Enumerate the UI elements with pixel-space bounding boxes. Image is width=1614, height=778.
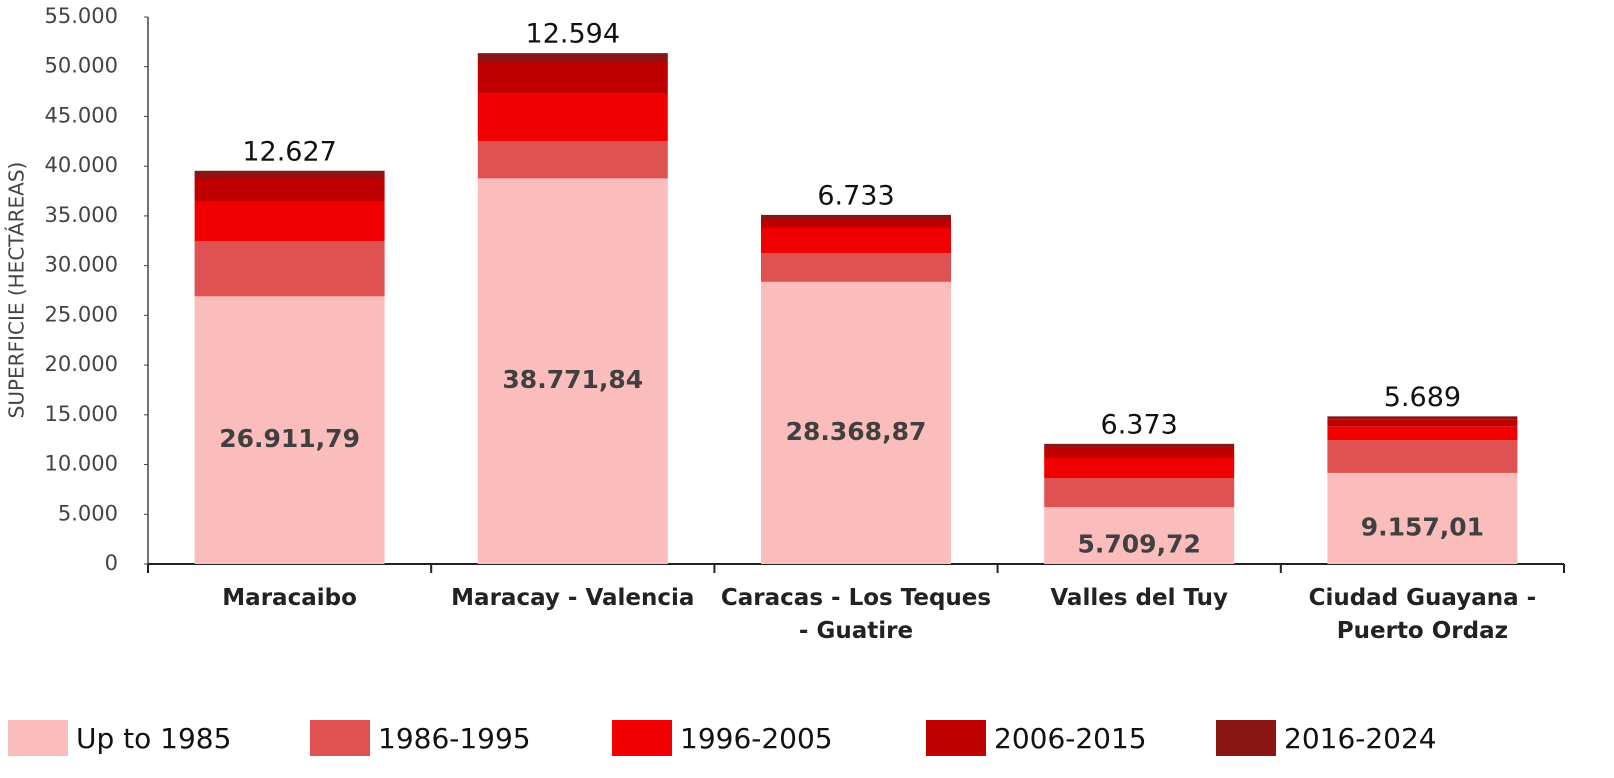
y-tick-label: 45.000 — [45, 103, 118, 127]
value-label: 26.911,79 — [219, 424, 360, 453]
y-tick-label: 30.000 — [45, 253, 118, 277]
bar-segment — [1044, 446, 1235, 458]
y-tick-label: 10.000 — [45, 452, 118, 476]
bar-segment — [194, 170, 385, 178]
bar-segment — [194, 240, 385, 297]
bar-segment — [1044, 478, 1235, 508]
y-tick-label: 20.000 — [45, 352, 118, 376]
legend-swatch — [8, 720, 68, 756]
y-tick-label: 40.000 — [45, 153, 118, 177]
bar-segment — [477, 92, 668, 141]
bar-segment — [194, 296, 385, 564]
bar-segment — [1044, 443, 1235, 447]
x-tick-label: Maracaibo — [222, 585, 357, 611]
bar-segment — [477, 178, 668, 564]
bar-segment — [1327, 439, 1518, 473]
legend-item: Up to 1985 — [8, 720, 231, 756]
legend-item: 1996-2005 — [612, 720, 833, 756]
bar-segment — [1044, 507, 1235, 564]
legend-swatch — [1216, 720, 1276, 756]
y-tick-label: 50.000 — [45, 54, 118, 78]
value-label: 5.709,72 — [1078, 530, 1201, 559]
bar-segment — [761, 227, 951, 253]
y-tick-label: 0 — [105, 551, 118, 575]
bar-segment — [761, 281, 951, 564]
x-tick-label: Valles del Tuy — [1050, 585, 1228, 611]
y-tick-label: 15.000 — [45, 402, 118, 426]
legend-label: 1996-2005 — [680, 721, 833, 755]
value-label: 9.157,01 — [1361, 512, 1484, 541]
bar-segment — [1327, 419, 1518, 427]
legend-swatch — [310, 720, 370, 756]
bar-segment — [1327, 416, 1518, 420]
legend-item: 2016-2024 — [1216, 720, 1437, 756]
value-label: 38.771,84 — [502, 365, 643, 394]
legend-item: 2006-2015 — [926, 720, 1147, 756]
total-label: 6.373 — [1101, 409, 1178, 440]
total-label: 12.594 — [526, 19, 620, 50]
bar-segment — [477, 140, 668, 179]
bar-segment — [1327, 426, 1518, 440]
legend-item: 1986-1995 — [310, 720, 531, 756]
total-label: 12.627 — [242, 136, 336, 167]
y-tick-label: 25.000 — [45, 302, 118, 326]
bar-segment — [194, 177, 385, 201]
legend-label: Up to 1985 — [76, 721, 232, 755]
x-tick-label: Ciudad Guayana - Puerto Ordaz — [1308, 585, 1537, 644]
bar-segment — [1044, 457, 1235, 479]
legend-label: 2016-2024 — [1284, 721, 1437, 755]
bar-segment — [761, 219, 951, 228]
y-tick-label: 5.000 — [58, 501, 118, 525]
y-tick-label: 55.000 — [45, 4, 118, 28]
x-tick-label: Caracas - Los Teques - Guatire — [720, 585, 992, 644]
bar-segment — [761, 214, 951, 220]
y-tick-label: 35.000 — [45, 203, 118, 227]
legend-label: 1986-1995 — [378, 721, 531, 755]
bar-segment — [194, 200, 385, 241]
bar-segment — [761, 252, 951, 282]
bar-segment — [477, 60, 668, 93]
value-label: 28.368,87 — [786, 417, 927, 446]
legend-swatch — [612, 720, 672, 756]
bar-segment — [1327, 472, 1518, 564]
legend-label: 2006-2015 — [994, 721, 1147, 755]
x-tick-label: Maracay - Valencia — [451, 585, 695, 611]
y-axis-title: SUPERFICIE (HECTÁREAS) — [5, 162, 29, 419]
total-label: 6.733 — [817, 180, 894, 211]
bar-segment — [477, 53, 668, 61]
legend-swatch — [926, 720, 986, 756]
total-label: 5.689 — [1384, 382, 1461, 413]
